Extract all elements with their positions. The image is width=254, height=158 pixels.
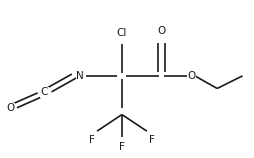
Text: O: O	[157, 26, 165, 36]
Text: C: C	[41, 87, 48, 97]
Text: N: N	[76, 71, 84, 81]
Text: Cl: Cl	[117, 28, 127, 38]
Text: F: F	[149, 135, 155, 145]
Text: O: O	[6, 103, 14, 113]
Text: F: F	[88, 135, 94, 145]
Text: O: O	[188, 71, 196, 81]
Text: F: F	[119, 142, 125, 152]
